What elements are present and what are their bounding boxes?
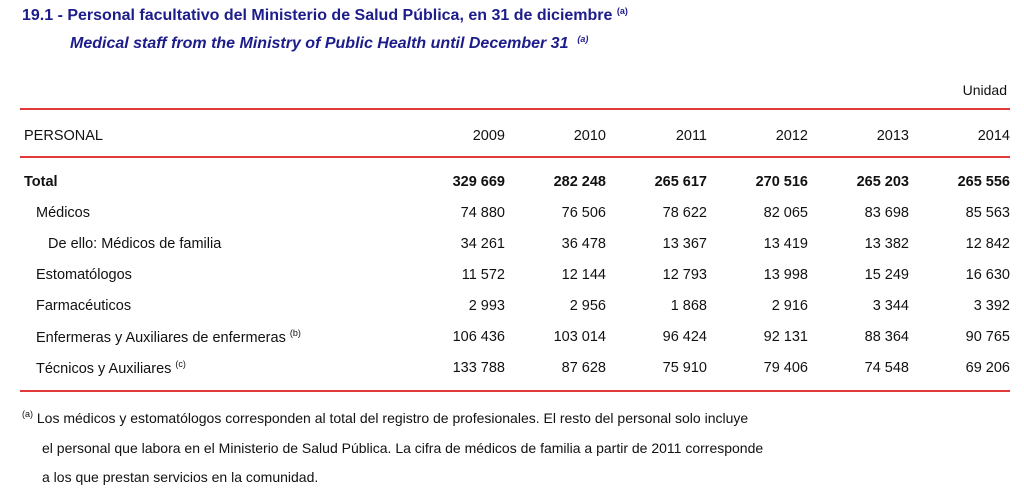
header-cell: 2009 bbox=[472, 128, 505, 144]
value-cell: 2 956 bbox=[569, 297, 606, 314]
table-row: Médicos 74 880 76 506 78 622 82 065 83 698 85 … bbox=[20, 197, 1010, 228]
value-cell: 3 344 bbox=[872, 297, 909, 314]
value-cell: 282 248 bbox=[553, 173, 606, 190]
value-cell: 88 364 bbox=[864, 328, 909, 345]
row-label: Técnicos y Auxiliares (c) bbox=[20, 352, 404, 383]
value-cell: 34 261 bbox=[460, 235, 505, 252]
value-cell: 75 910 bbox=[662, 359, 707, 376]
value-cell: 82 065 bbox=[763, 204, 808, 221]
value-cell: 2 993 bbox=[468, 297, 505, 314]
row-label-text: Enfermeras y Auxiliares de enfermeras bbox=[36, 329, 286, 346]
footnote-line: Los médicos y estomatólogos corresponden… bbox=[36, 410, 749, 426]
header-cell: 2011 bbox=[675, 128, 707, 144]
value-cell: 87 628 bbox=[561, 359, 606, 376]
header-cell: 2010 bbox=[573, 128, 606, 144]
table-row: Estomatólogos 11 572 12 144 12 793 13 998 15 … bbox=[20, 259, 1010, 290]
title-note: (a) bbox=[616, 6, 628, 16]
row-label: De ello: Médicos de familia bbox=[20, 228, 404, 259]
row-label-text: Farmacéuticos bbox=[36, 297, 132, 314]
header-cell: 2013 bbox=[876, 128, 909, 144]
value-cell: 2 916 bbox=[771, 297, 808, 314]
value-cell: 103 014 bbox=[553, 328, 606, 345]
value-cell: 1 868 bbox=[670, 297, 707, 314]
table-row: Técnicos y Auxiliares (c) 133 788 87 628 75… bbox=[20, 352, 1010, 383]
table-subtitle: Medical staff from the Ministry of Publi… bbox=[70, 34, 588, 53]
footnote-line: el personal que labora en el Ministerio … bbox=[42, 439, 764, 456]
row-label: Estomatólogos bbox=[20, 259, 404, 290]
value-cell: 76 506 bbox=[561, 204, 606, 221]
value-cell: 12 793 bbox=[662, 266, 707, 283]
header-cell: 2012 bbox=[775, 128, 808, 144]
row-label-text: Estomatólogos bbox=[36, 266, 132, 283]
value-cell: 83 698 bbox=[864, 204, 909, 221]
footnote-line: a los que prestan servicios en la comuni… bbox=[42, 469, 319, 485]
row-label: Médicos bbox=[20, 197, 404, 228]
value-cell: 15 249 bbox=[864, 266, 909, 283]
top-rule bbox=[20, 108, 1010, 110]
value-cell: 265 203 bbox=[856, 173, 909, 190]
value-cell: 74 548 bbox=[864, 359, 909, 376]
value-cell: 85 563 bbox=[965, 204, 1010, 221]
footnote-marker: (a) bbox=[22, 409, 33, 419]
table-row: Total 329 669 282 248 265 617 270 516 265 203… bbox=[20, 166, 1010, 197]
value-cell: 13 382 bbox=[864, 235, 909, 252]
row-label: Total bbox=[20, 166, 404, 197]
value-cell: 3 392 bbox=[973, 297, 1010, 314]
row-note: (b) bbox=[289, 327, 301, 338]
table-row: De ello: Médicos de familia 34 261 36 478 1… bbox=[20, 228, 1010, 259]
value-cell: 12 144 bbox=[561, 266, 606, 283]
row-label-text: De ello: Médicos de familia bbox=[48, 235, 222, 252]
table-row: Farmacéuticos 2 993 2 956 1 868 2 916 3 344 3 … bbox=[20, 290, 1010, 321]
row-note: (c) bbox=[175, 358, 186, 369]
title-text: 19.1 - Personal facultativo del Minister… bbox=[22, 7, 613, 24]
value-cell: 78 622 bbox=[662, 204, 707, 221]
value-cell: 265 556 bbox=[957, 173, 1010, 190]
header-rule bbox=[20, 156, 1010, 158]
value-cell: 16 630 bbox=[965, 266, 1010, 283]
row-label-text: Total bbox=[24, 173, 58, 190]
value-cell: 133 788 bbox=[452, 359, 505, 376]
footnote: (a) Los médicos y estomatólogos correspo… bbox=[22, 400, 763, 493]
value-cell: 13 998 bbox=[763, 266, 808, 283]
row-label: Enfermeras y Auxiliares de enfermeras (b… bbox=[20, 321, 404, 352]
subtitle-text: Medical staff from the Ministry of Publi… bbox=[70, 35, 569, 52]
value-cell: 13 419 bbox=[763, 235, 808, 252]
value-cell: 36 478 bbox=[561, 235, 606, 252]
value-cell: 11 572 bbox=[461, 266, 505, 283]
header-cell: 2014 bbox=[977, 128, 1010, 144]
header-row: PERSONAL 2009 2010 2011 2012 2013 2014 bbox=[20, 120, 1010, 152]
row-label-text: Técnicos y Auxiliares bbox=[36, 360, 172, 377]
value-cell: 92 131 bbox=[763, 328, 808, 345]
value-cell: 329 669 bbox=[452, 173, 505, 190]
table-title: 19.1 - Personal facultativo del Minister… bbox=[22, 6, 628, 25]
value-cell: 12 842 bbox=[965, 235, 1010, 252]
value-cell: 74 880 bbox=[460, 204, 505, 221]
value-cell: 96 424 bbox=[662, 328, 707, 345]
header-cell: PERSONAL bbox=[24, 128, 103, 144]
data-table: PERSONAL 2009 2010 2011 2012 2013 2014 T… bbox=[20, 120, 1010, 383]
unit-label: Unidad bbox=[962, 82, 1007, 98]
value-cell: 69 206 bbox=[965, 359, 1010, 376]
value-cell: 13 367 bbox=[662, 235, 707, 252]
subtitle-note: (a) bbox=[577, 34, 589, 44]
row-label: Farmacéuticos bbox=[20, 290, 404, 321]
row-label-text: Médicos bbox=[36, 204, 90, 221]
table-row: Enfermeras y Auxiliares de enfermeras (b… bbox=[20, 321, 1010, 352]
value-cell: 79 406 bbox=[763, 359, 808, 376]
value-cell: 265 617 bbox=[654, 173, 707, 190]
value-cell: 270 516 bbox=[755, 173, 808, 190]
bottom-rule bbox=[20, 390, 1010, 392]
value-cell: 90 765 bbox=[965, 328, 1010, 345]
value-cell: 106 436 bbox=[452, 328, 505, 345]
